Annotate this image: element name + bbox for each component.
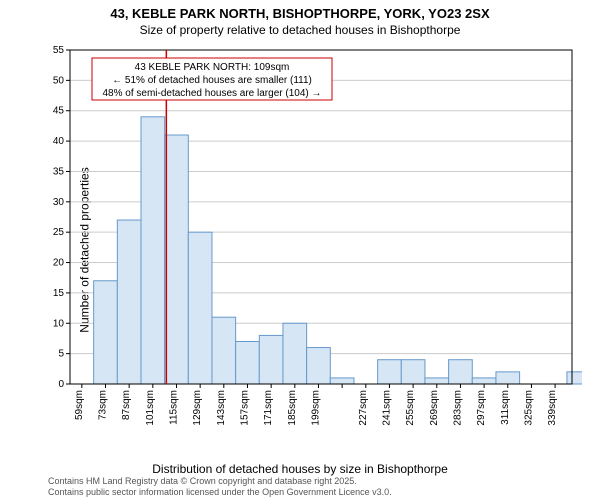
chart-footer: Contains HM Land Registry data © Crown c…: [48, 476, 392, 498]
chart-plot-area: 0 5 10 15 20 25 30 35 40 45 50 55 59sqm 73sqm 87sqm 101…: [48, 44, 582, 440]
svg-text:241sqm: 241sqm: [381, 390, 392, 426]
svg-text:227sqm: 227sqm: [358, 390, 369, 426]
chart-container: 43, KEBLE PARK NORTH, BISHOPTHORPE, YORK…: [0, 0, 600, 500]
svg-text:129sqm: 129sqm: [192, 390, 203, 426]
svg-text:143sqm: 143sqm: [216, 390, 227, 426]
svg-text:101sqm: 101sqm: [145, 390, 156, 426]
svg-text:25: 25: [53, 227, 65, 238]
svg-text:283sqm: 283sqm: [452, 390, 463, 426]
svg-text:73sqm: 73sqm: [97, 390, 108, 420]
svg-text:48% of semi-detached houses ar: 48% of semi-detached houses are larger (…: [102, 88, 321, 99]
svg-text:10: 10: [53, 318, 65, 329]
svg-text:43 KEBLE PARK NORTH: 109sqm: 43 KEBLE PARK NORTH: 109sqm: [135, 62, 290, 73]
svg-text:← 51% of detached houses are s: ← 51% of detached houses are smaller (11…: [112, 75, 312, 86]
svg-text:35: 35: [53, 166, 65, 177]
svg-text:199sqm: 199sqm: [310, 390, 321, 426]
svg-text:339sqm: 339sqm: [547, 390, 558, 426]
svg-text:297sqm: 297sqm: [476, 390, 487, 426]
chart-title: 43, KEBLE PARK NORTH, BISHOPTHORPE, YORK…: [0, 0, 600, 23]
svg-text:87sqm: 87sqm: [121, 390, 132, 420]
footer-line-2: Contains public sector information licen…: [48, 487, 392, 498]
svg-text:55: 55: [53, 45, 65, 56]
x-axis-label: Distribution of detached houses by size …: [0, 462, 600, 476]
chart-subtitle: Size of property relative to detached ho…: [0, 23, 600, 41]
svg-text:45: 45: [53, 106, 65, 117]
svg-text:50: 50: [53, 75, 65, 86]
svg-text:0: 0: [58, 379, 64, 390]
svg-text:30: 30: [53, 197, 65, 208]
svg-text:325sqm: 325sqm: [523, 390, 534, 426]
footer-line-1: Contains HM Land Registry data © Crown c…: [48, 476, 392, 487]
svg-text:5: 5: [58, 349, 64, 360]
svg-text:255sqm: 255sqm: [405, 390, 416, 426]
svg-text:115sqm: 115sqm: [168, 390, 179, 425]
svg-text:157sqm: 157sqm: [239, 390, 250, 426]
svg-text:20: 20: [53, 258, 65, 269]
svg-text:59sqm: 59sqm: [74, 390, 85, 420]
histogram-svg: 0 5 10 15 20 25 30 35 40 45 50 55 59sqm 73sqm 87sqm 101…: [48, 44, 582, 440]
svg-text:311sqm: 311sqm: [500, 390, 511, 425]
svg-text:15: 15: [53, 288, 65, 299]
svg-text:40: 40: [53, 136, 65, 147]
svg-text:185sqm: 185sqm: [287, 390, 298, 426]
svg-text:269sqm: 269sqm: [429, 390, 440, 426]
svg-text:171sqm: 171sqm: [263, 390, 274, 426]
